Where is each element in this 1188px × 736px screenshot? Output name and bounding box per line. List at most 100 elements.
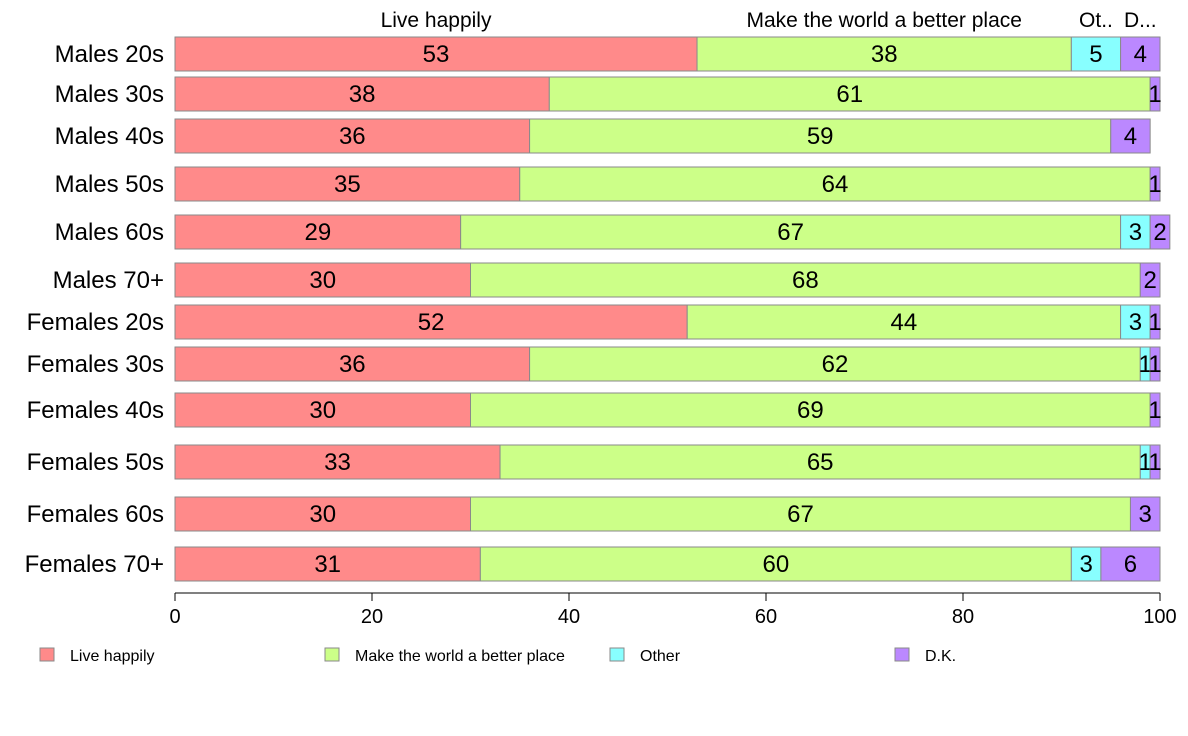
data-label: 53	[423, 41, 450, 68]
category-label: Females 70+	[25, 551, 164, 578]
data-label: 1	[1148, 449, 1161, 476]
bar-segment	[1129, 496, 1161, 532]
data-label: 67	[777, 219, 804, 246]
data-label: 30	[309, 501, 336, 528]
bar-segment	[1149, 166, 1161, 202]
bar-segment	[1070, 36, 1122, 72]
bar-segment	[1139, 262, 1161, 298]
bar-segment	[174, 166, 521, 202]
data-label: 5	[1089, 41, 1102, 68]
legend-swatch	[324, 647, 340, 662]
x-tick-label: 60	[755, 606, 777, 628]
bar-segment	[1120, 36, 1161, 72]
category-label: Males 30s	[55, 81, 164, 108]
data-label: 61	[836, 81, 863, 108]
category-label: Females 30s	[27, 351, 164, 378]
data-label: 36	[339, 123, 366, 150]
bar-segment	[529, 346, 1141, 382]
bar-segment	[174, 346, 531, 382]
bar-segment	[470, 496, 1131, 532]
data-label: 1	[1139, 449, 1152, 476]
data-label: 1	[1148, 351, 1161, 378]
data-label: 35	[334, 171, 361, 198]
bar-segment	[1149, 346, 1161, 382]
legend-label: Live happily	[70, 648, 155, 665]
data-label: 1	[1148, 309, 1161, 336]
data-label: 52	[418, 309, 445, 336]
data-label: 1	[1148, 397, 1161, 424]
data-label: 1	[1148, 81, 1161, 108]
data-label: 59	[807, 123, 834, 150]
bar-segment	[174, 496, 471, 532]
data-label: 3	[1079, 551, 1092, 578]
bar-segment	[174, 392, 471, 428]
bar-segment	[1100, 546, 1161, 582]
bar-segment	[470, 262, 1141, 298]
data-label: 38	[871, 41, 898, 68]
bar-segment	[1149, 214, 1171, 250]
bar-segment	[174, 444, 501, 480]
data-label: 6	[1124, 551, 1137, 578]
bar-segment	[174, 304, 688, 340]
x-tick-label: 20	[361, 606, 383, 628]
bar-segment	[1149, 392, 1161, 428]
bar-segment	[479, 546, 1072, 582]
data-label: 3	[1129, 219, 1142, 246]
data-label: 4	[1124, 123, 1137, 150]
data-label: 33	[324, 449, 351, 476]
legend-swatch	[609, 647, 625, 662]
data-label: 2	[1153, 219, 1166, 246]
bar-segment	[1149, 304, 1161, 340]
x-tick-label: 0	[169, 606, 180, 628]
legend-label: Make the world a better place	[355, 648, 565, 665]
x-tick-label: 40	[558, 606, 580, 628]
bar-segment	[1070, 546, 1102, 582]
category-label: Females 50s	[27, 449, 164, 476]
bar-segment	[1149, 444, 1161, 480]
data-label: 60	[762, 551, 789, 578]
bar-segment	[460, 214, 1122, 250]
legend-label: D.K.	[925, 648, 956, 665]
data-label: 4	[1134, 41, 1147, 68]
top-series-label: D...	[1124, 9, 1157, 32]
data-label: 29	[304, 219, 331, 246]
bar-segment	[174, 546, 481, 582]
bar-segment	[519, 166, 1151, 202]
category-label: Females 20s	[27, 309, 164, 336]
data-label: 31	[314, 551, 341, 578]
top-series-label: Live happily	[381, 9, 492, 32]
category-label: Males 50s	[55, 171, 164, 198]
category-label: Males 60s	[55, 219, 164, 246]
bar-segment	[470, 392, 1151, 428]
legend-swatch	[894, 647, 910, 662]
data-label: 30	[309, 397, 336, 424]
data-label: 44	[891, 309, 918, 336]
top-series-label: Ot..	[1079, 9, 1113, 32]
bar-segment	[529, 118, 1112, 154]
bar-segment	[499, 444, 1141, 480]
bar-segment	[174, 118, 531, 154]
data-label: 1	[1148, 171, 1161, 198]
data-label: 62	[822, 351, 849, 378]
data-label: 64	[822, 171, 849, 198]
data-label: 67	[787, 501, 814, 528]
data-label: 3	[1129, 309, 1142, 336]
data-label: 3	[1139, 501, 1152, 528]
bar-segment	[1110, 118, 1151, 154]
category-label: Females 60s	[27, 501, 164, 528]
bar-segment	[548, 76, 1151, 112]
bar-segment	[174, 76, 550, 112]
data-label: 30	[309, 267, 336, 294]
bar-segment	[686, 304, 1122, 340]
legend-swatch	[39, 647, 55, 662]
bar-segment	[696, 36, 1072, 72]
bar-segment	[174, 214, 462, 250]
legend-label: Other	[640, 648, 681, 665]
top-series-label: Make the world a better place	[746, 9, 1021, 32]
bar-segment	[1120, 304, 1151, 340]
data-label: 68	[792, 267, 819, 294]
data-label: 65	[807, 449, 834, 476]
x-tick-label: 80	[952, 606, 974, 628]
category-label: Females 40s	[27, 397, 164, 424]
